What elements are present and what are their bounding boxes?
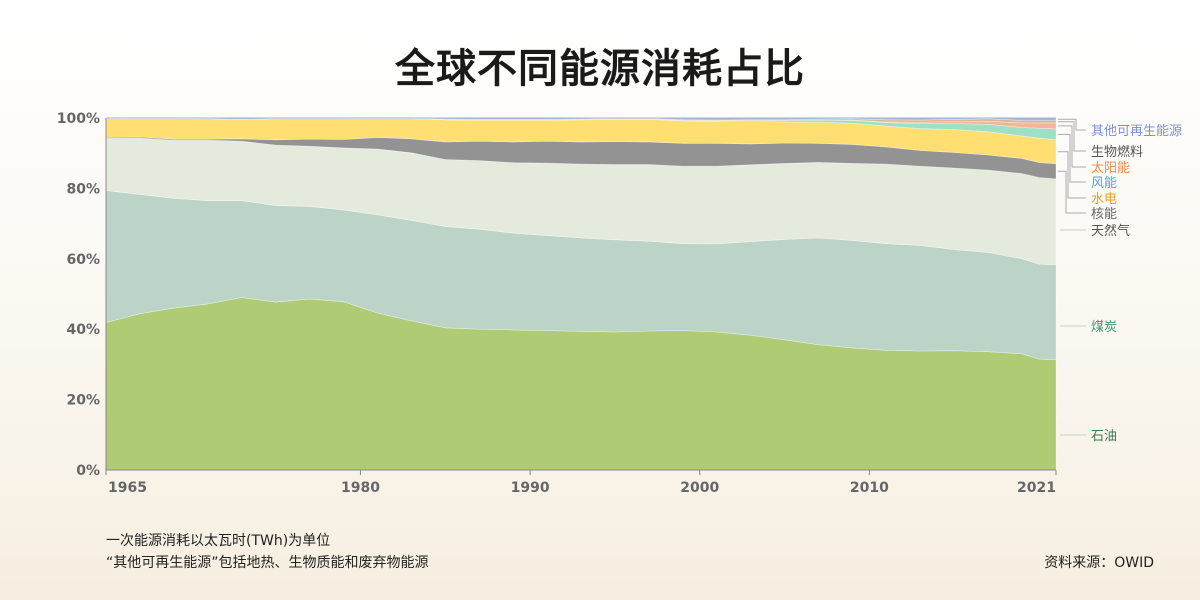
footnote-other-renewables: “其他可再生能源”包括地热、生物质能和废弃物能源 — [106, 555, 429, 571]
legend-leader — [1058, 151, 1086, 199]
legend-leader — [1058, 170, 1086, 214]
y-tick-label: 0% — [76, 463, 100, 479]
legend-label: 水电 — [1091, 192, 1117, 207]
chart-title: 全球不同能源消耗占比 — [395, 46, 805, 92]
legend-label: 生物燃料 — [1091, 144, 1143, 160]
legend-label: 核能 — [1091, 207, 1117, 222]
y-tick-label: 100% — [57, 111, 100, 127]
legend-leader — [1058, 121, 1086, 152]
y-tick-label: 60% — [66, 252, 100, 268]
x-tick-label: 1980 — [341, 480, 380, 496]
y-tick-label: 40% — [66, 322, 100, 338]
y-tick-label: 80% — [66, 181, 100, 197]
legend-label: 煤炭 — [1091, 320, 1117, 335]
legend-label: 太阳能 — [1091, 161, 1130, 176]
source-credit: 资料来源：OWID — [1044, 555, 1154, 571]
axes: 0% 20% 40% 60% 80% 100% 1965 1980 1990 2000 2010 20… — [57, 111, 1057, 496]
area-series — [105, 117, 1057, 471]
x-tick-label: 2000 — [680, 480, 719, 496]
footnote-unit: 一次能源消耗以太瓦时(TWh)为单位 — [106, 533, 331, 549]
y-tick-label: 20% — [66, 393, 100, 409]
legend-leader — [1058, 125, 1086, 168]
x-tick-label: 1990 — [511, 480, 550, 496]
legend-label: 风能 — [1091, 176, 1117, 191]
legend-label: 其他可再生能源 — [1091, 124, 1182, 139]
legend-leader — [1058, 118, 1086, 131]
x-tick-label: 1965 — [108, 480, 147, 496]
x-tick-label: 2021 — [1017, 480, 1056, 496]
legend-leader — [1058, 133, 1086, 183]
legend-label: 天然气 — [1091, 223, 1130, 239]
x-tick-label: 2010 — [850, 480, 889, 496]
legend-label: 石油 — [1091, 429, 1117, 444]
